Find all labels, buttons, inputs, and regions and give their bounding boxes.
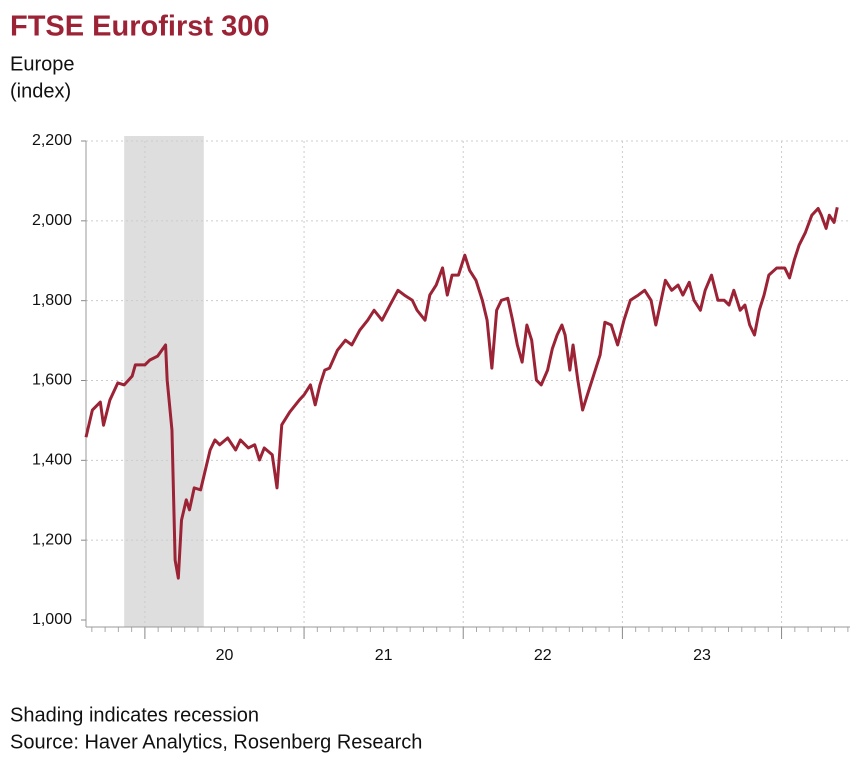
x-tick-label: 21: [375, 647, 393, 664]
recession-shade: [124, 136, 204, 627]
footnote: Shading indicates recession: [10, 704, 259, 726]
y-tick-label: 1,600: [32, 372, 72, 389]
x-tick-label: 20: [216, 647, 234, 664]
y-axis-label: (index): [10, 80, 71, 102]
y-tick-label: 2,200: [32, 132, 72, 149]
y-tick-label: 1,800: [32, 292, 72, 309]
y-tick-label: 2,000: [32, 212, 72, 229]
chart-title: FTSE Eurofirst 300: [10, 11, 269, 43]
x-tick-label: 23: [693, 647, 711, 664]
x-tick-label: 22: [534, 647, 552, 664]
y-tick-label: 1,200: [32, 531, 72, 548]
y-tick-label: 1,000: [32, 611, 72, 628]
chart-subtitle: Europe: [10, 53, 75, 75]
y-tick-label: 1,400: [32, 452, 72, 469]
index-line: [84, 206, 839, 580]
source-note: Source: Haver Analytics, Rosenberg Resea…: [10, 731, 422, 753]
